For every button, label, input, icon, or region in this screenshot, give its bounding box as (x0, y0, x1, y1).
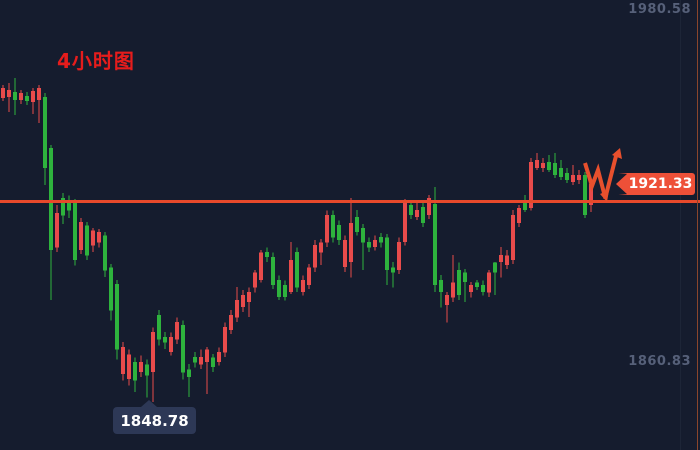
price-axis-label-low: 1860.83 (628, 354, 691, 369)
price-axis-border (697, 0, 698, 450)
low-price-value: 1848.78 (120, 411, 189, 430)
price-axis-label-high: 1980.58 (628, 2, 691, 17)
last-price-tag: 1921.33 (616, 173, 695, 195)
chart-title: 4小时图 (57, 49, 135, 73)
low-price-tooltip: 1848.78 (113, 400, 196, 434)
horizontal-price-line[interactable] (0, 200, 700, 203)
vertical-gridline (680, 0, 681, 450)
last-price-value: 1921.33 (628, 176, 693, 192)
tooltip-pointer-icon (141, 400, 157, 407)
